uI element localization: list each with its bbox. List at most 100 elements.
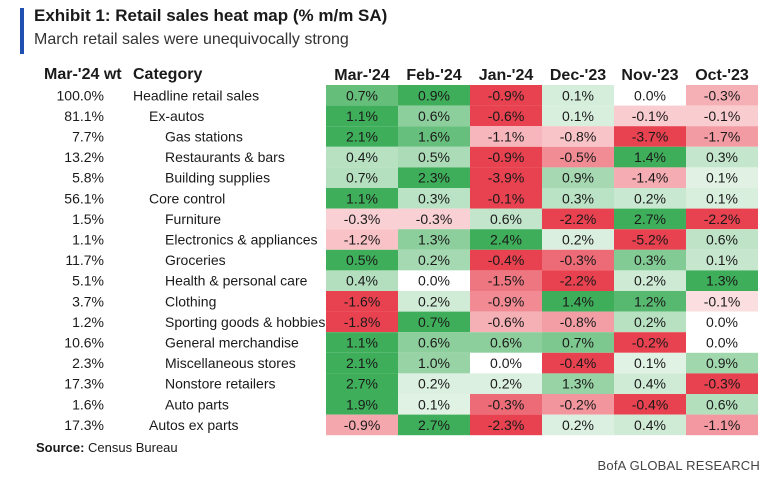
heatmap-cell [614,146,686,168]
heatmap-cell [326,291,398,312]
cell-value: 0.0% [418,273,450,289]
cell-value: 0.2% [634,314,666,330]
cell-value: -0.4% [560,355,597,371]
category-label: Core control [149,190,225,206]
weight-label: 2.3% [72,355,104,371]
column-header: Mar-'24 [334,67,389,84]
heatmap-cell [470,332,542,353]
cell-value: -0.1% [632,108,669,124]
cell-value: 0.7% [418,314,450,330]
heatmap-cell [686,167,758,188]
heatmap-cell [326,85,398,106]
cell-value: -0.1% [704,293,741,309]
cell-value: 0.1% [634,355,666,371]
chart-subtitle: March retail sales were unequivocally st… [34,31,349,48]
cell-value: -0.2% [632,335,669,351]
heatmap-cell [542,188,614,209]
cell-value: 0.6% [490,335,522,351]
heatmap-cell [542,249,614,271]
cell-value: 0.4% [634,417,666,433]
cell-value: 0.1% [562,108,594,124]
category-label: Restaurants & bars [165,149,285,165]
cell-value: 0.6% [418,108,450,124]
heatmap-cell [398,414,470,436]
weight-label: 10.6% [64,335,104,351]
heatmap-cell [614,167,686,188]
weight-label: 17.3% [64,376,104,392]
category-label: Autos ex parts [149,417,239,433]
weight-label: 100.0% [57,87,104,103]
cell-value: -1.2% [344,232,381,248]
cell-value: -0.9% [488,149,525,165]
cell-value: 2.4% [490,232,522,248]
cell-value: -2.3% [488,417,525,433]
heatmap-cell [326,332,398,353]
heatmap-cell [542,126,614,147]
cell-value: 0.1% [706,170,738,186]
cell-value: 1.2% [634,293,666,309]
heatmap-cell [326,229,398,250]
heatmap-cell [398,249,470,271]
weight-label: 3.7% [72,293,104,309]
heatmap-cell [326,167,398,188]
cell-value: -0.3% [560,252,597,268]
cell-value: 0.6% [418,335,450,351]
cell-value: 0.6% [490,211,522,227]
cell-value: 2.7% [346,376,378,392]
cell-value: 0.0% [490,355,522,371]
cell-value: 1.4% [634,149,666,165]
heatmap-cell [614,229,686,250]
cell-value: -1.8% [344,314,381,330]
cell-value: -1.5% [488,273,525,289]
cell-value: 1.3% [418,232,450,248]
heatmap-cell [326,249,398,271]
heatmap-cell [398,291,470,312]
cell-value: 2.7% [418,417,450,433]
heatmap-cell [542,332,614,353]
cell-value: 1.6% [418,129,450,145]
weight-label: 1.2% [72,314,104,330]
heatmap-table: Mar-'24 Feb-'24 Jan-'24 Dec-'23 Nov-'23 Oct-'… [57,67,758,436]
heatmap-cell [614,332,686,353]
cell-value: 1.4% [562,293,594,309]
weight-label: 11.7% [65,252,104,268]
heatmap-cell [686,291,758,312]
heatmap-cell [542,394,614,415]
heatmap-cell [542,373,614,394]
heatmap-cell [470,167,542,188]
heatmap-cell [614,311,686,333]
cell-value: 2.7% [634,211,666,227]
heatmap-cell [542,291,614,312]
cell-value: -2.2% [560,273,597,289]
heatmap-cell [470,126,542,147]
heatmap-cell [686,146,758,168]
cell-value: 1.1% [346,335,378,351]
heatmap-cell [326,126,398,147]
cell-value: 0.3% [634,252,666,268]
cell-value: 0.5% [418,149,450,165]
cell-value: -0.8% [560,314,597,330]
heatmap-cell [686,126,758,147]
weight-label: 5.8% [72,170,104,186]
heatmap-cell [614,414,686,436]
brand-footer: BofA GLOBAL RESEARCH [597,458,760,473]
weight-column-header: Mar-'24 wt [44,66,122,83]
cell-value: 0.6% [706,232,738,248]
heatmap-cell [686,332,758,353]
heatmap-cell [398,146,470,168]
category-label: Nonstore retailers [165,376,276,392]
heatmap-cell [686,311,758,333]
heatmap-cell [470,105,542,127]
cell-value: -1.7% [704,129,741,145]
heatmap-cell [686,85,758,106]
category-label: Miscellaneous stores [165,355,296,371]
cell-value: 1.3% [706,273,738,289]
weight-label: 1.5% [72,211,104,227]
category-column-header: Category [133,66,203,83]
heatmap-cell [470,188,542,209]
heatmap-cell [326,373,398,394]
heatmap-cell [686,270,758,291]
cell-value: 0.7% [562,335,594,351]
cell-value: -1.1% [704,417,741,433]
source-note: Source: Census Bureau [36,440,178,455]
